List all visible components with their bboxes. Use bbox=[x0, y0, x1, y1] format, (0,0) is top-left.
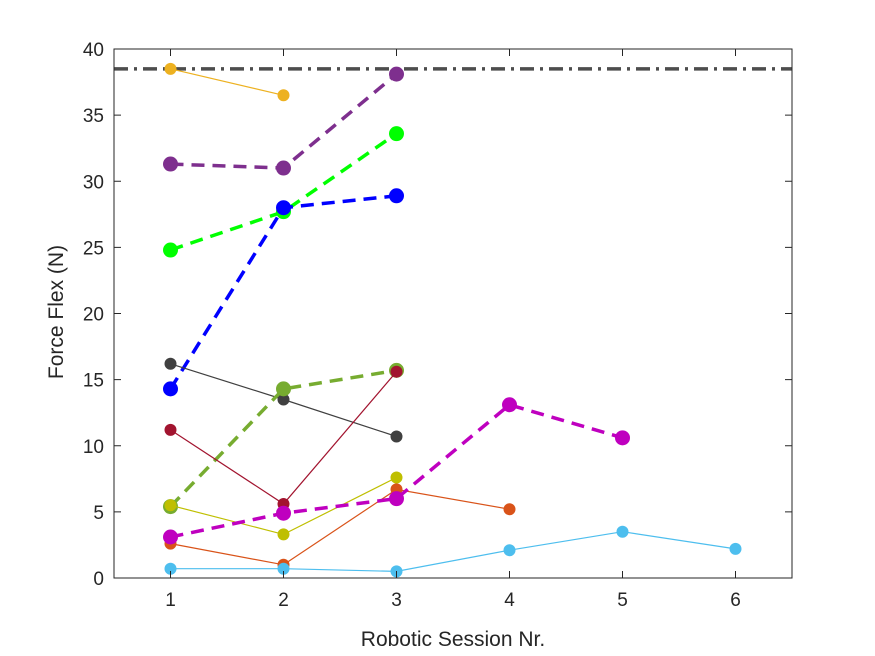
data-point bbox=[390, 365, 403, 378]
x-tick-label: 1 bbox=[165, 590, 176, 611]
series-line bbox=[169, 368, 397, 508]
data-point bbox=[503, 503, 516, 516]
data-point bbox=[164, 499, 177, 512]
data-point bbox=[276, 505, 291, 521]
axes: 1 2 3 4 5 6 0 5 10 15 20 25 30 35 40 bbox=[83, 40, 793, 611]
y-tick-label: 5 bbox=[93, 503, 104, 524]
data-point bbox=[276, 160, 291, 176]
series-line bbox=[170, 531, 736, 573]
y-tick-label: 20 bbox=[83, 305, 104, 326]
series-1 bbox=[164, 62, 290, 102]
y-tick-label: 0 bbox=[93, 569, 104, 590]
x-axis-label: Robotic Session Nr. bbox=[361, 628, 545, 651]
data-point bbox=[390, 430, 403, 443]
x-tick-label: 3 bbox=[391, 590, 402, 611]
data-point bbox=[277, 393, 290, 406]
data-point bbox=[389, 126, 404, 142]
data-point bbox=[163, 242, 178, 258]
data-point bbox=[277, 562, 290, 575]
series-2 bbox=[163, 66, 404, 176]
y-tick-label: 30 bbox=[83, 172, 104, 193]
data-point bbox=[390, 471, 403, 484]
plot-area bbox=[114, 49, 792, 578]
y-tick-label: 15 bbox=[83, 371, 104, 392]
data-point bbox=[163, 529, 178, 545]
plot-background bbox=[114, 49, 792, 578]
data-point bbox=[164, 562, 177, 575]
data-point bbox=[277, 89, 290, 102]
data-point bbox=[277, 528, 290, 541]
series-line bbox=[169, 132, 398, 252]
data-point bbox=[276, 200, 291, 216]
data-point bbox=[163, 381, 178, 397]
x-tick-label: 2 bbox=[278, 590, 289, 611]
y-axis-label: Force Flex (N) bbox=[45, 245, 68, 379]
data-point bbox=[616, 525, 629, 538]
y-tick-label: 40 bbox=[83, 40, 104, 61]
data-point bbox=[502, 397, 517, 413]
series-4 bbox=[163, 188, 404, 397]
data-point bbox=[276, 381, 291, 397]
x-tick-label: 5 bbox=[617, 590, 628, 611]
data-point bbox=[615, 430, 630, 446]
data-point bbox=[503, 544, 516, 557]
data-point bbox=[164, 423, 177, 436]
y-tick-label: 10 bbox=[83, 437, 104, 458]
data-point bbox=[164, 62, 177, 75]
data-point bbox=[389, 66, 404, 82]
data-point bbox=[389, 491, 404, 507]
y-tick-label: 25 bbox=[83, 238, 104, 259]
series-7 bbox=[164, 365, 403, 510]
x-tick-label: 4 bbox=[504, 590, 515, 611]
series-5 bbox=[164, 357, 403, 443]
series-10 bbox=[163, 397, 630, 545]
series-layer bbox=[114, 62, 792, 578]
series-line bbox=[170, 488, 510, 566]
y-tick-label: 35 bbox=[83, 106, 104, 127]
data-point bbox=[729, 542, 742, 555]
data-point bbox=[164, 357, 177, 370]
x-tick-label: 6 bbox=[730, 590, 741, 611]
data-point bbox=[389, 188, 404, 204]
series-11 bbox=[164, 525, 742, 578]
series-8 bbox=[164, 471, 403, 541]
series-line bbox=[170, 68, 284, 96]
data-point bbox=[163, 156, 178, 172]
